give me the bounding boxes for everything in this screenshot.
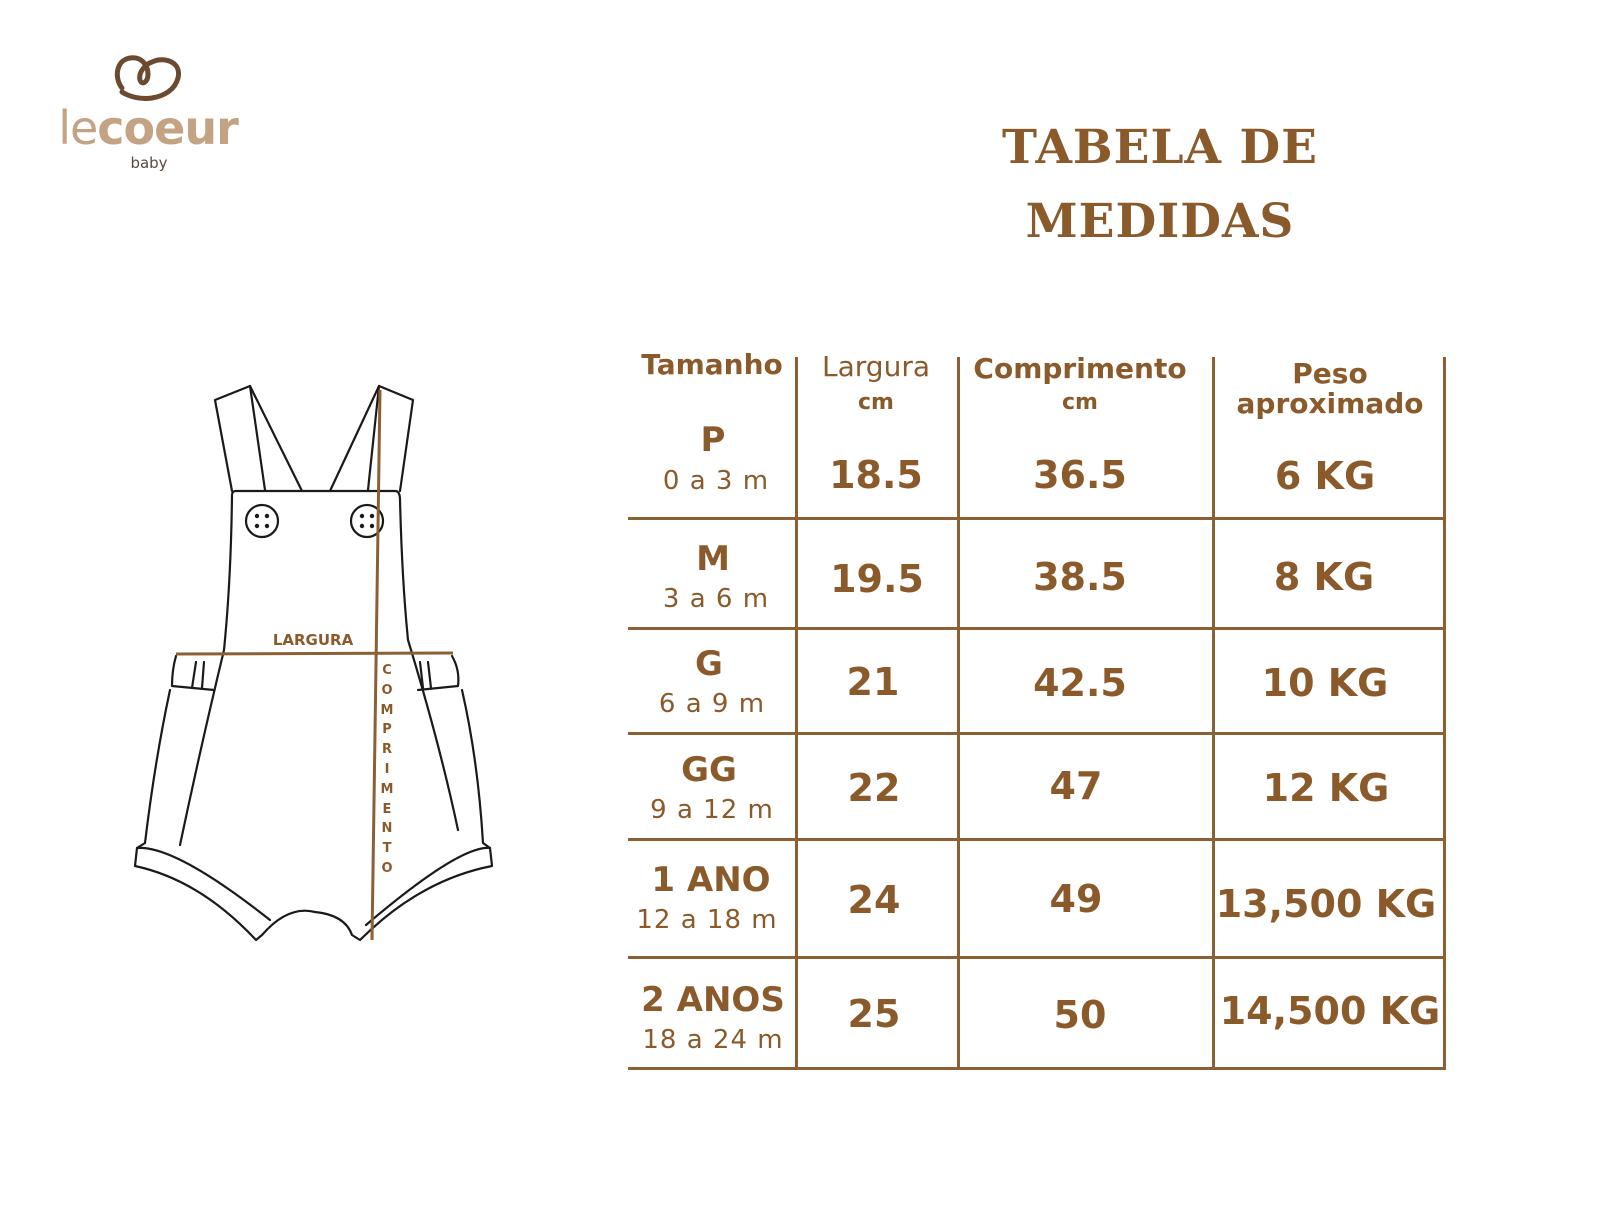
brand-name-light: le [58,101,98,155]
width-label: LARGURA [272,631,354,649]
row-weight: 12 KG [1262,766,1390,810]
romper-diagram [133,384,494,942]
header-size: Tamanho [641,348,783,381]
row-size: 1 ANO [651,860,771,900]
row-size: M [696,539,730,579]
button-left [244,503,280,539]
row-age: 18 a 24 m [642,1025,784,1055]
page-title: TABELA DE MEDIDAS [1002,111,1318,259]
row-length: 36.5 [1033,453,1127,497]
header-width: Largura [822,350,930,383]
row-size: P [700,420,726,460]
title-line-1: TABELA DE [1002,120,1318,175]
header-weight-line2: aproximado [1236,387,1424,420]
row-age: 6 a 9 m [658,689,766,719]
row-length: 50 [1053,993,1107,1037]
row-size: 2 ANOS [641,980,785,1020]
row-divider [628,956,1446,959]
header-width-unit: cm [858,390,894,415]
row-weight: 6 KG [1274,454,1376,498]
row-length: 47 [1049,764,1103,808]
width-measure-line [175,651,454,656]
row-weight: 10 KG [1261,661,1389,705]
row-length: 38.5 [1033,555,1127,599]
row-length: 49 [1049,877,1103,921]
length-measure-line [370,389,382,941]
col-divider [1443,357,1446,1069]
brand-name-bold: coeur [97,101,239,155]
row-age: 9 a 12 m [650,795,774,825]
brand-sub: baby [130,154,168,172]
row-divider [628,517,1446,520]
row-length: 42.5 [1033,661,1127,705]
header-length-unit: cm [1062,390,1098,415]
heart-loop-icon [114,55,182,101]
row-weight: 8 KG [1273,555,1375,599]
row-divider [628,838,1446,841]
romper-body [178,489,460,847]
title-line-2: MEDIDAS [1025,194,1295,249]
header-weight-line1: Peso [1292,357,1368,390]
row-age: 3 a 6 m [662,584,770,614]
col-divider [1212,357,1215,1069]
button-right [349,503,385,539]
row-divider [628,627,1446,630]
row-size: G [695,644,723,684]
col-divider [795,357,798,1069]
col-divider [957,357,960,1069]
row-age: 12 a 18 m [636,905,778,935]
row-weight: 13,500 KG [1215,882,1437,926]
left-strap [213,384,304,493]
row-width: 21 [846,660,900,704]
row-divider [628,1067,1446,1070]
right-strap [328,384,415,493]
row-width: 18.5 [829,453,923,497]
row-weight: 14,500 KG [1219,989,1441,1033]
row-width: 24 [847,878,901,922]
row-age: 0 a 3 m [662,466,770,496]
row-width: 25 [847,992,901,1036]
header-length: Comprimento [973,352,1187,385]
row-width: 19.5 [830,557,924,601]
brand-name: lecoeur [58,101,239,155]
row-width: 22 [847,766,901,810]
length-label: COMPRIMENTO [380,663,394,876]
row-divider [628,732,1446,735]
row-size: GG [681,750,737,790]
